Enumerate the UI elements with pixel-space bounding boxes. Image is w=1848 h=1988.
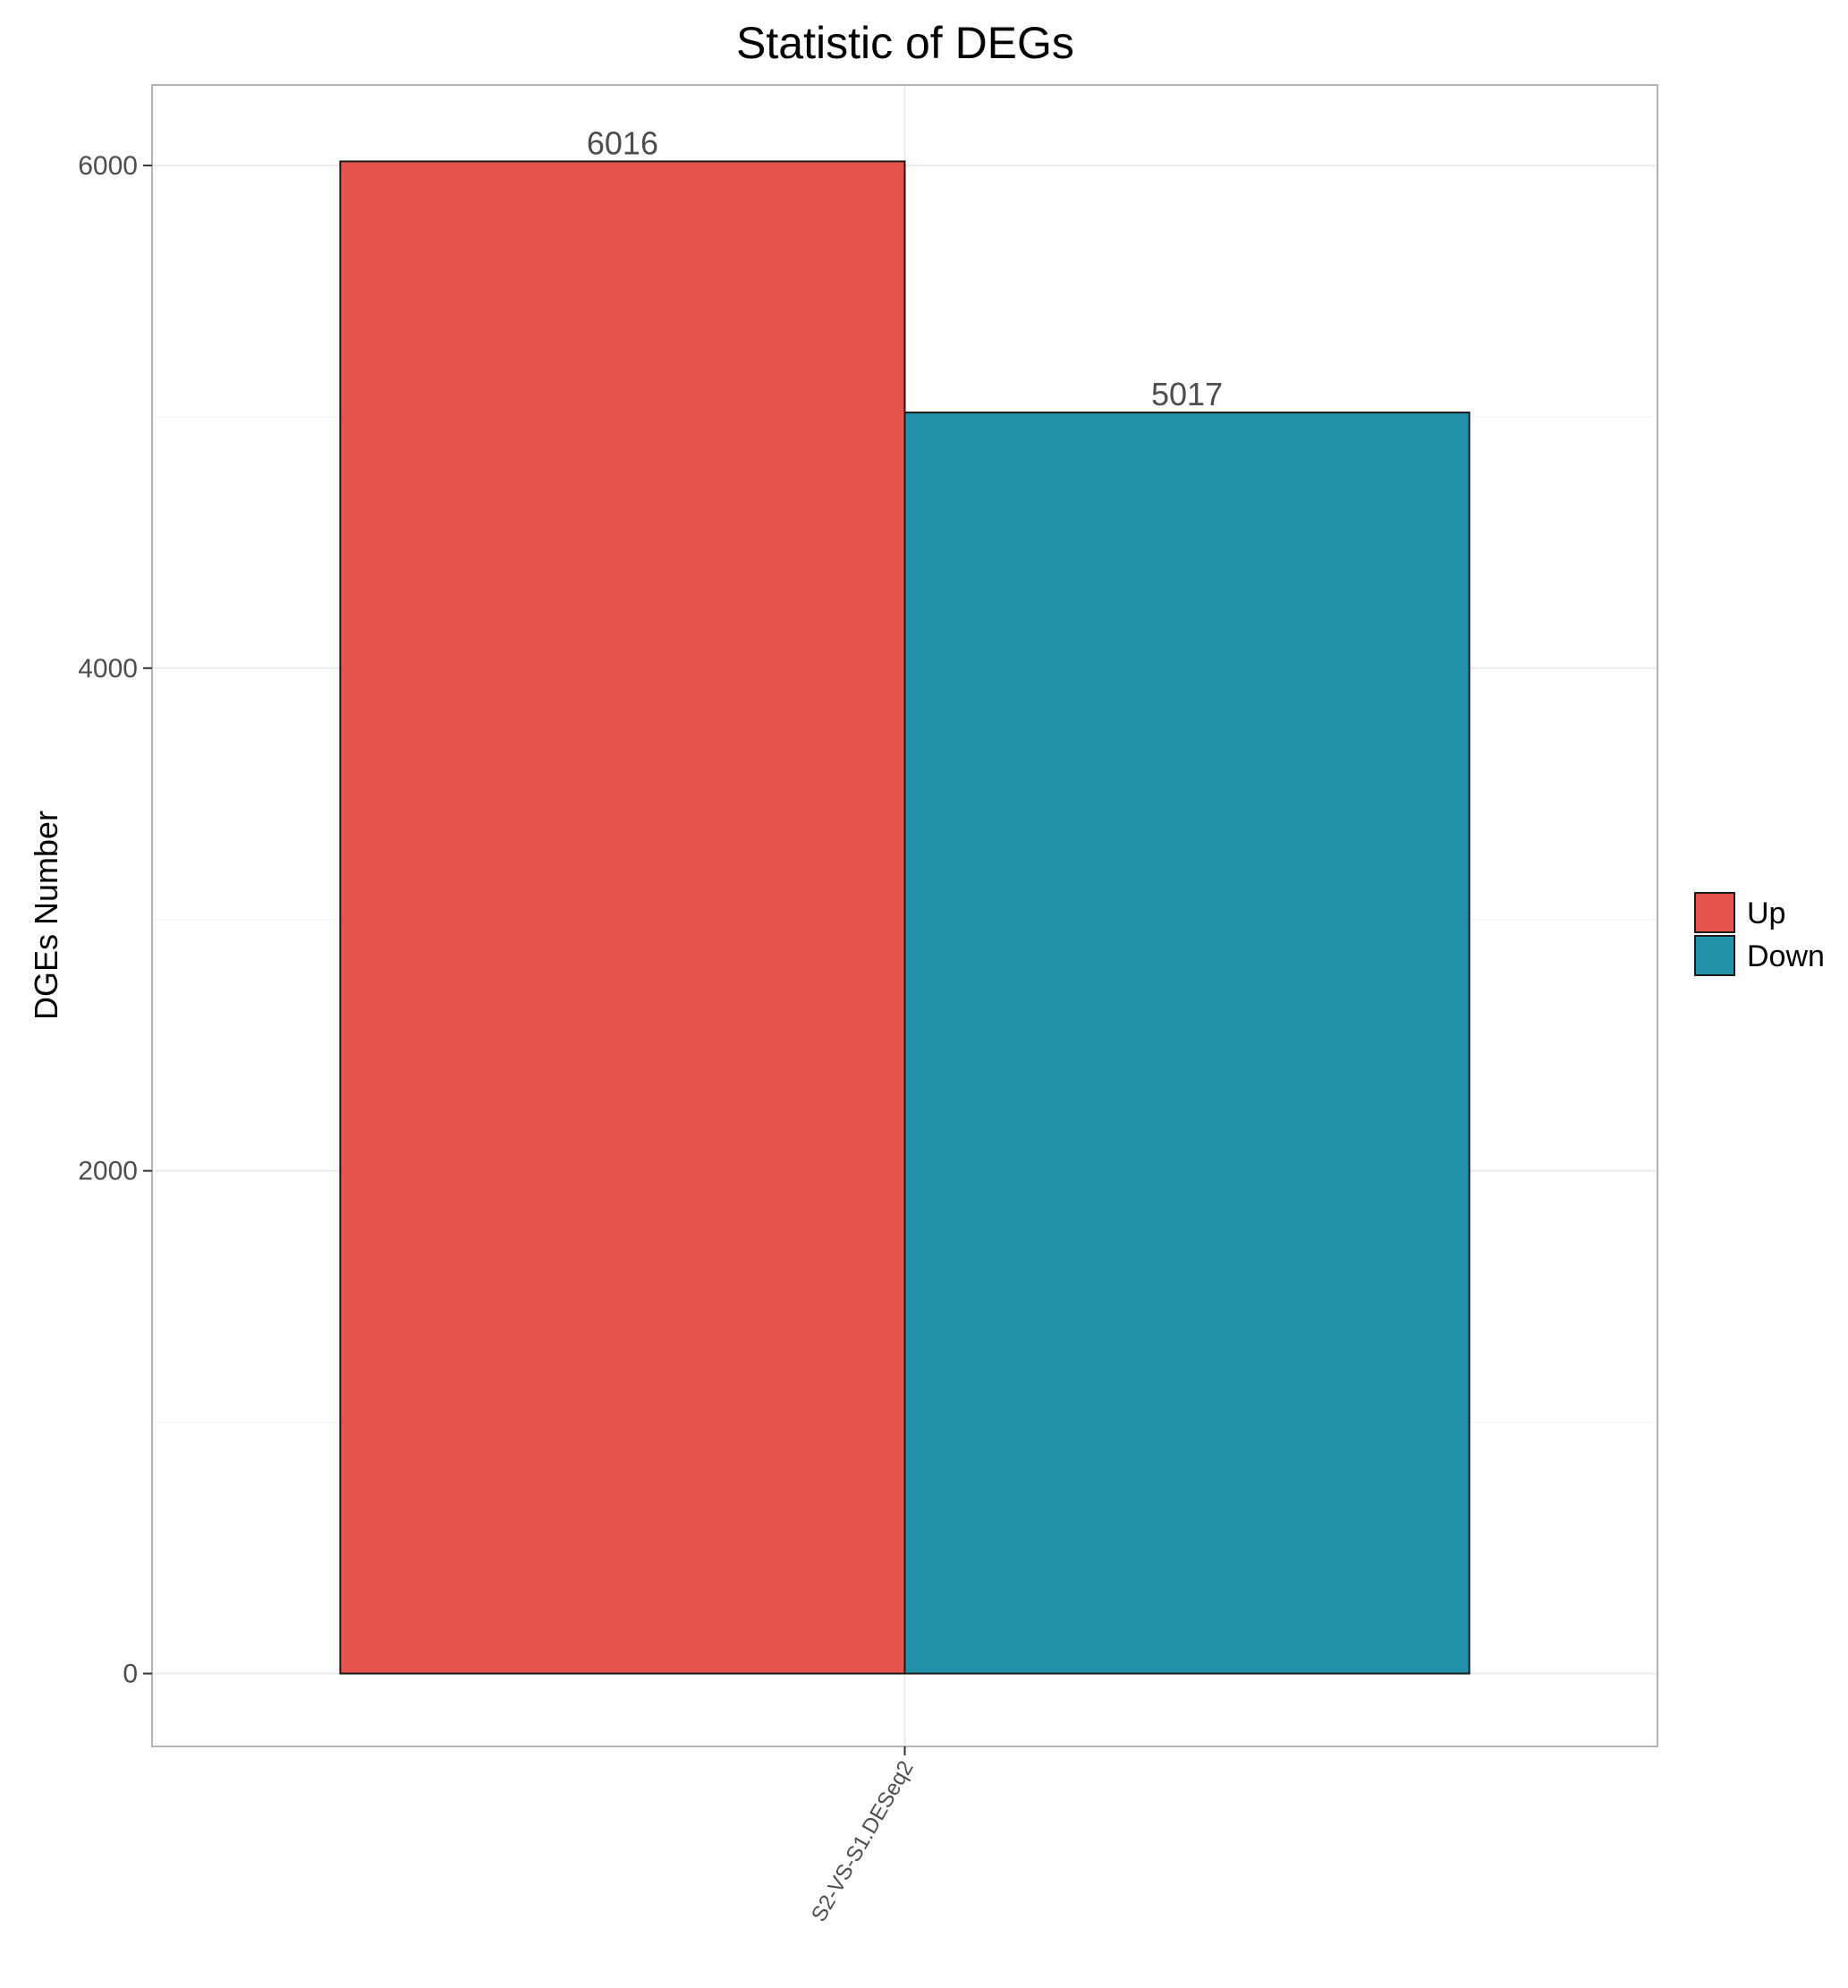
y-tick-label: 4000 [78, 654, 138, 684]
bar-down [903, 412, 1471, 1675]
legend-label-up: Up [1747, 896, 1785, 930]
legend-key-up [1694, 892, 1735, 933]
chart-title: Statistic of DEGs [736, 18, 1074, 68]
bar-group: 6016 5017 [339, 124, 1471, 1675]
bar-up [339, 160, 906, 1675]
y-axis: 0 2000 4000 6000 [78, 151, 152, 1689]
y-tick-label: 2000 [78, 1157, 138, 1186]
data-label-up: 6016 [587, 124, 658, 161]
y-tick-label: 0 [123, 1660, 138, 1689]
data-label-down: 5017 [1151, 376, 1223, 412]
y-axis-label: DGEs Number [28, 811, 64, 1020]
legend: Up Down [1694, 892, 1825, 976]
y-tick-label: 6000 [78, 151, 138, 181]
legend-key-down [1694, 935, 1735, 976]
legend-label-down: Down [1747, 939, 1825, 973]
